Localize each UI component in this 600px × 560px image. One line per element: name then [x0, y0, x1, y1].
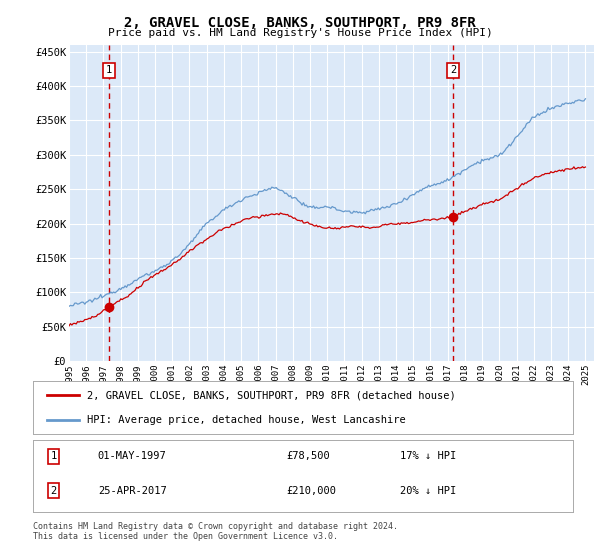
Text: £78,500: £78,500 — [287, 451, 331, 461]
Text: Price paid vs. HM Land Registry's House Price Index (HPI): Price paid vs. HM Land Registry's House … — [107, 28, 493, 38]
Text: 17% ↓ HPI: 17% ↓ HPI — [400, 451, 457, 461]
Text: 1: 1 — [106, 65, 112, 75]
Text: 2: 2 — [50, 486, 56, 496]
Text: 2, GRAVEL CLOSE, BANKS, SOUTHPORT, PR9 8FR: 2, GRAVEL CLOSE, BANKS, SOUTHPORT, PR9 8… — [124, 16, 476, 30]
Text: 01-MAY-1997: 01-MAY-1997 — [98, 451, 167, 461]
Text: Contains HM Land Registry data © Crown copyright and database right 2024.
This d: Contains HM Land Registry data © Crown c… — [33, 522, 398, 542]
Text: £210,000: £210,000 — [287, 486, 337, 496]
Text: 2: 2 — [450, 65, 457, 75]
Text: HPI: Average price, detached house, West Lancashire: HPI: Average price, detached house, West… — [87, 414, 406, 424]
Text: 25-APR-2017: 25-APR-2017 — [98, 486, 167, 496]
Text: 20% ↓ HPI: 20% ↓ HPI — [400, 486, 457, 496]
Text: 1: 1 — [50, 451, 56, 461]
Text: 2, GRAVEL CLOSE, BANKS, SOUTHPORT, PR9 8FR (detached house): 2, GRAVEL CLOSE, BANKS, SOUTHPORT, PR9 8… — [87, 390, 456, 400]
